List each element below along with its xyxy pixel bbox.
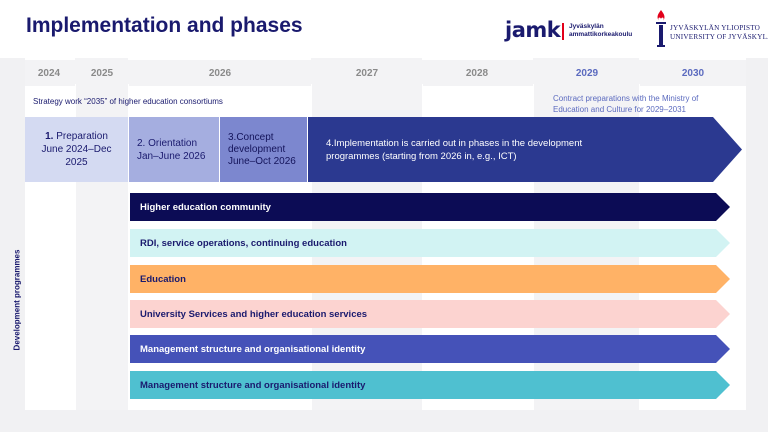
phase-description: 4.Implementation is carried out in phase… bbox=[326, 137, 583, 149]
jamk-accent-bar bbox=[562, 23, 564, 40]
jamk-wordmark: jamk bbox=[505, 18, 561, 42]
phase-period: Jan–June 2026 bbox=[137, 150, 206, 162]
programme-bar-management-structure-2: Management structure and organisational … bbox=[130, 371, 730, 399]
phase-concept-development: 3.Concept development June–Oct 2026 bbox=[220, 117, 307, 182]
jyu-line1: JYVÄSKYLÄN YLIOPISTO bbox=[670, 24, 761, 32]
phase-name: Preparation bbox=[56, 131, 108, 142]
programme-bar-management-structure: Management structure and organisational … bbox=[130, 335, 730, 363]
year-label-2027: 2027 bbox=[355, 68, 379, 79]
phase-description: programmes (starting from 2026 in, e.g.,… bbox=[326, 150, 517, 162]
divider-line bbox=[75, 84, 76, 410]
jamk-subtitle: Jyväskylän ammattikorkeakoulu bbox=[569, 23, 632, 39]
strategy-note: Strategy work “2035” of higher education… bbox=[33, 97, 223, 106]
phase-number: 1. bbox=[45, 131, 54, 142]
jyu-wordmark: JYVÄSKYLÄN YLIOPISTO UNIVERSITY OF JYVÄS… bbox=[670, 24, 768, 42]
header: Implementation and phases jamk Jyväskylä… bbox=[0, 0, 768, 58]
jamk-subtitle-line1: Jyväskylän bbox=[569, 23, 604, 30]
jamk-subtitle-line2: ammattikorkeakoulu bbox=[569, 31, 633, 38]
jyu-line2: UNIVERSITY OF JYVÄSKYLÄ bbox=[670, 33, 768, 41]
contract-note-line1: Contract preparations with the Ministry … bbox=[553, 94, 699, 103]
phase-preparation: 1. Preparation June 2024–Dec 2025 bbox=[25, 117, 128, 182]
development-programmes-label: Development programmes bbox=[12, 249, 22, 351]
phase-period: June–Oct 2026 bbox=[228, 155, 296, 167]
year-label-2028: 2028 bbox=[465, 68, 489, 79]
programme-bar-higher-education-community: Higher education community bbox=[130, 193, 730, 221]
contract-note: Contract preparations with the Ministry … bbox=[553, 93, 698, 115]
phase-name: development bbox=[228, 143, 286, 155]
year-band-2025 bbox=[75, 58, 128, 410]
contract-note-line2: Education and Culture for 2029–2031 bbox=[553, 105, 686, 114]
torch-icon bbox=[656, 10, 666, 47]
page-title: Implementation and phases bbox=[26, 14, 303, 37]
programme-bar-rdi: RDI, service operations, continuing educ… bbox=[130, 229, 730, 257]
year-header-row bbox=[25, 60, 746, 86]
year-label-2025: 2025 bbox=[90, 68, 114, 79]
year-label-2026: 2026 bbox=[208, 68, 232, 79]
phase-name: 3.Concept bbox=[228, 131, 274, 143]
divider-line bbox=[128, 84, 129, 410]
phase-implementation-arrow: 4.Implementation is carried out in phase… bbox=[308, 117, 742, 182]
programme-bar-education: Education bbox=[130, 265, 730, 293]
phase-orientation: 2. Orientation Jan–June 2026 bbox=[129, 117, 219, 182]
phase-period: 2025 bbox=[65, 157, 88, 168]
phase-name: 2. Orientation bbox=[137, 137, 198, 149]
year-label-2024: 2024 bbox=[37, 68, 61, 79]
phase-period: June 2024–Dec bbox=[41, 144, 112, 155]
year-label-2029: 2029 bbox=[575, 68, 599, 79]
programme-bar-university-services: University Services and higher education… bbox=[130, 300, 730, 328]
year-label-2030: 2030 bbox=[681, 68, 705, 79]
